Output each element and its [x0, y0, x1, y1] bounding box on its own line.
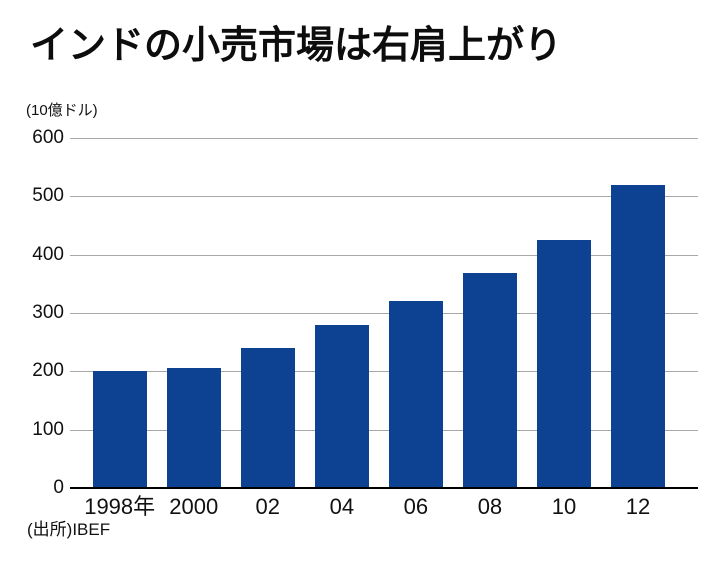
x-tick-label-02: 02 — [255, 494, 281, 519]
x-tick-label-10: 10 — [551, 494, 577, 519]
y-tick-label-0: 0 — [53, 477, 64, 498]
gridline-400 — [70, 254, 698, 256]
bar-12 — [611, 184, 666, 488]
plot-area — [70, 138, 698, 489]
bar-08 — [462, 273, 517, 488]
x-tick-label-08: 08 — [477, 494, 503, 519]
bar-2000 — [166, 368, 221, 488]
y-tick-label-100: 100 — [32, 418, 64, 440]
gridline-500 — [70, 196, 698, 198]
source-note: (出所)IBEF — [27, 520, 111, 539]
x-tick-label-06: 06 — [403, 494, 429, 519]
bar-02 — [240, 348, 295, 488]
gridline-200 — [70, 371, 698, 373]
gridline-300 — [70, 313, 698, 314]
chart-title: インドの小売市場は右肩上がり — [30, 22, 563, 67]
x-tick-label-1998年: 1998年 — [84, 494, 156, 519]
gridline-100 — [70, 429, 698, 431]
y-axis-unit-label: (10億ドル) — [26, 102, 98, 119]
gridline-600 — [70, 138, 698, 139]
x-tick-label-2000: 2000 — [169, 494, 219, 519]
x-axis-line — [70, 487, 698, 489]
bar-06 — [388, 301, 443, 488]
bar-04 — [314, 324, 369, 488]
y-tick-label-400: 400 — [32, 243, 64, 265]
bar-1998年 — [92, 371, 147, 488]
y-tick-label-200: 200 — [32, 360, 64, 382]
bar-10 — [537, 240, 591, 488]
x-tick-label-12: 12 — [625, 494, 651, 519]
y-tick-label-500: 500 — [32, 185, 64, 207]
y-tick-label-300: 300 — [32, 302, 64, 323]
y-tick-label-600: 600 — [32, 127, 64, 148]
x-tick-label-04: 04 — [329, 494, 355, 519]
